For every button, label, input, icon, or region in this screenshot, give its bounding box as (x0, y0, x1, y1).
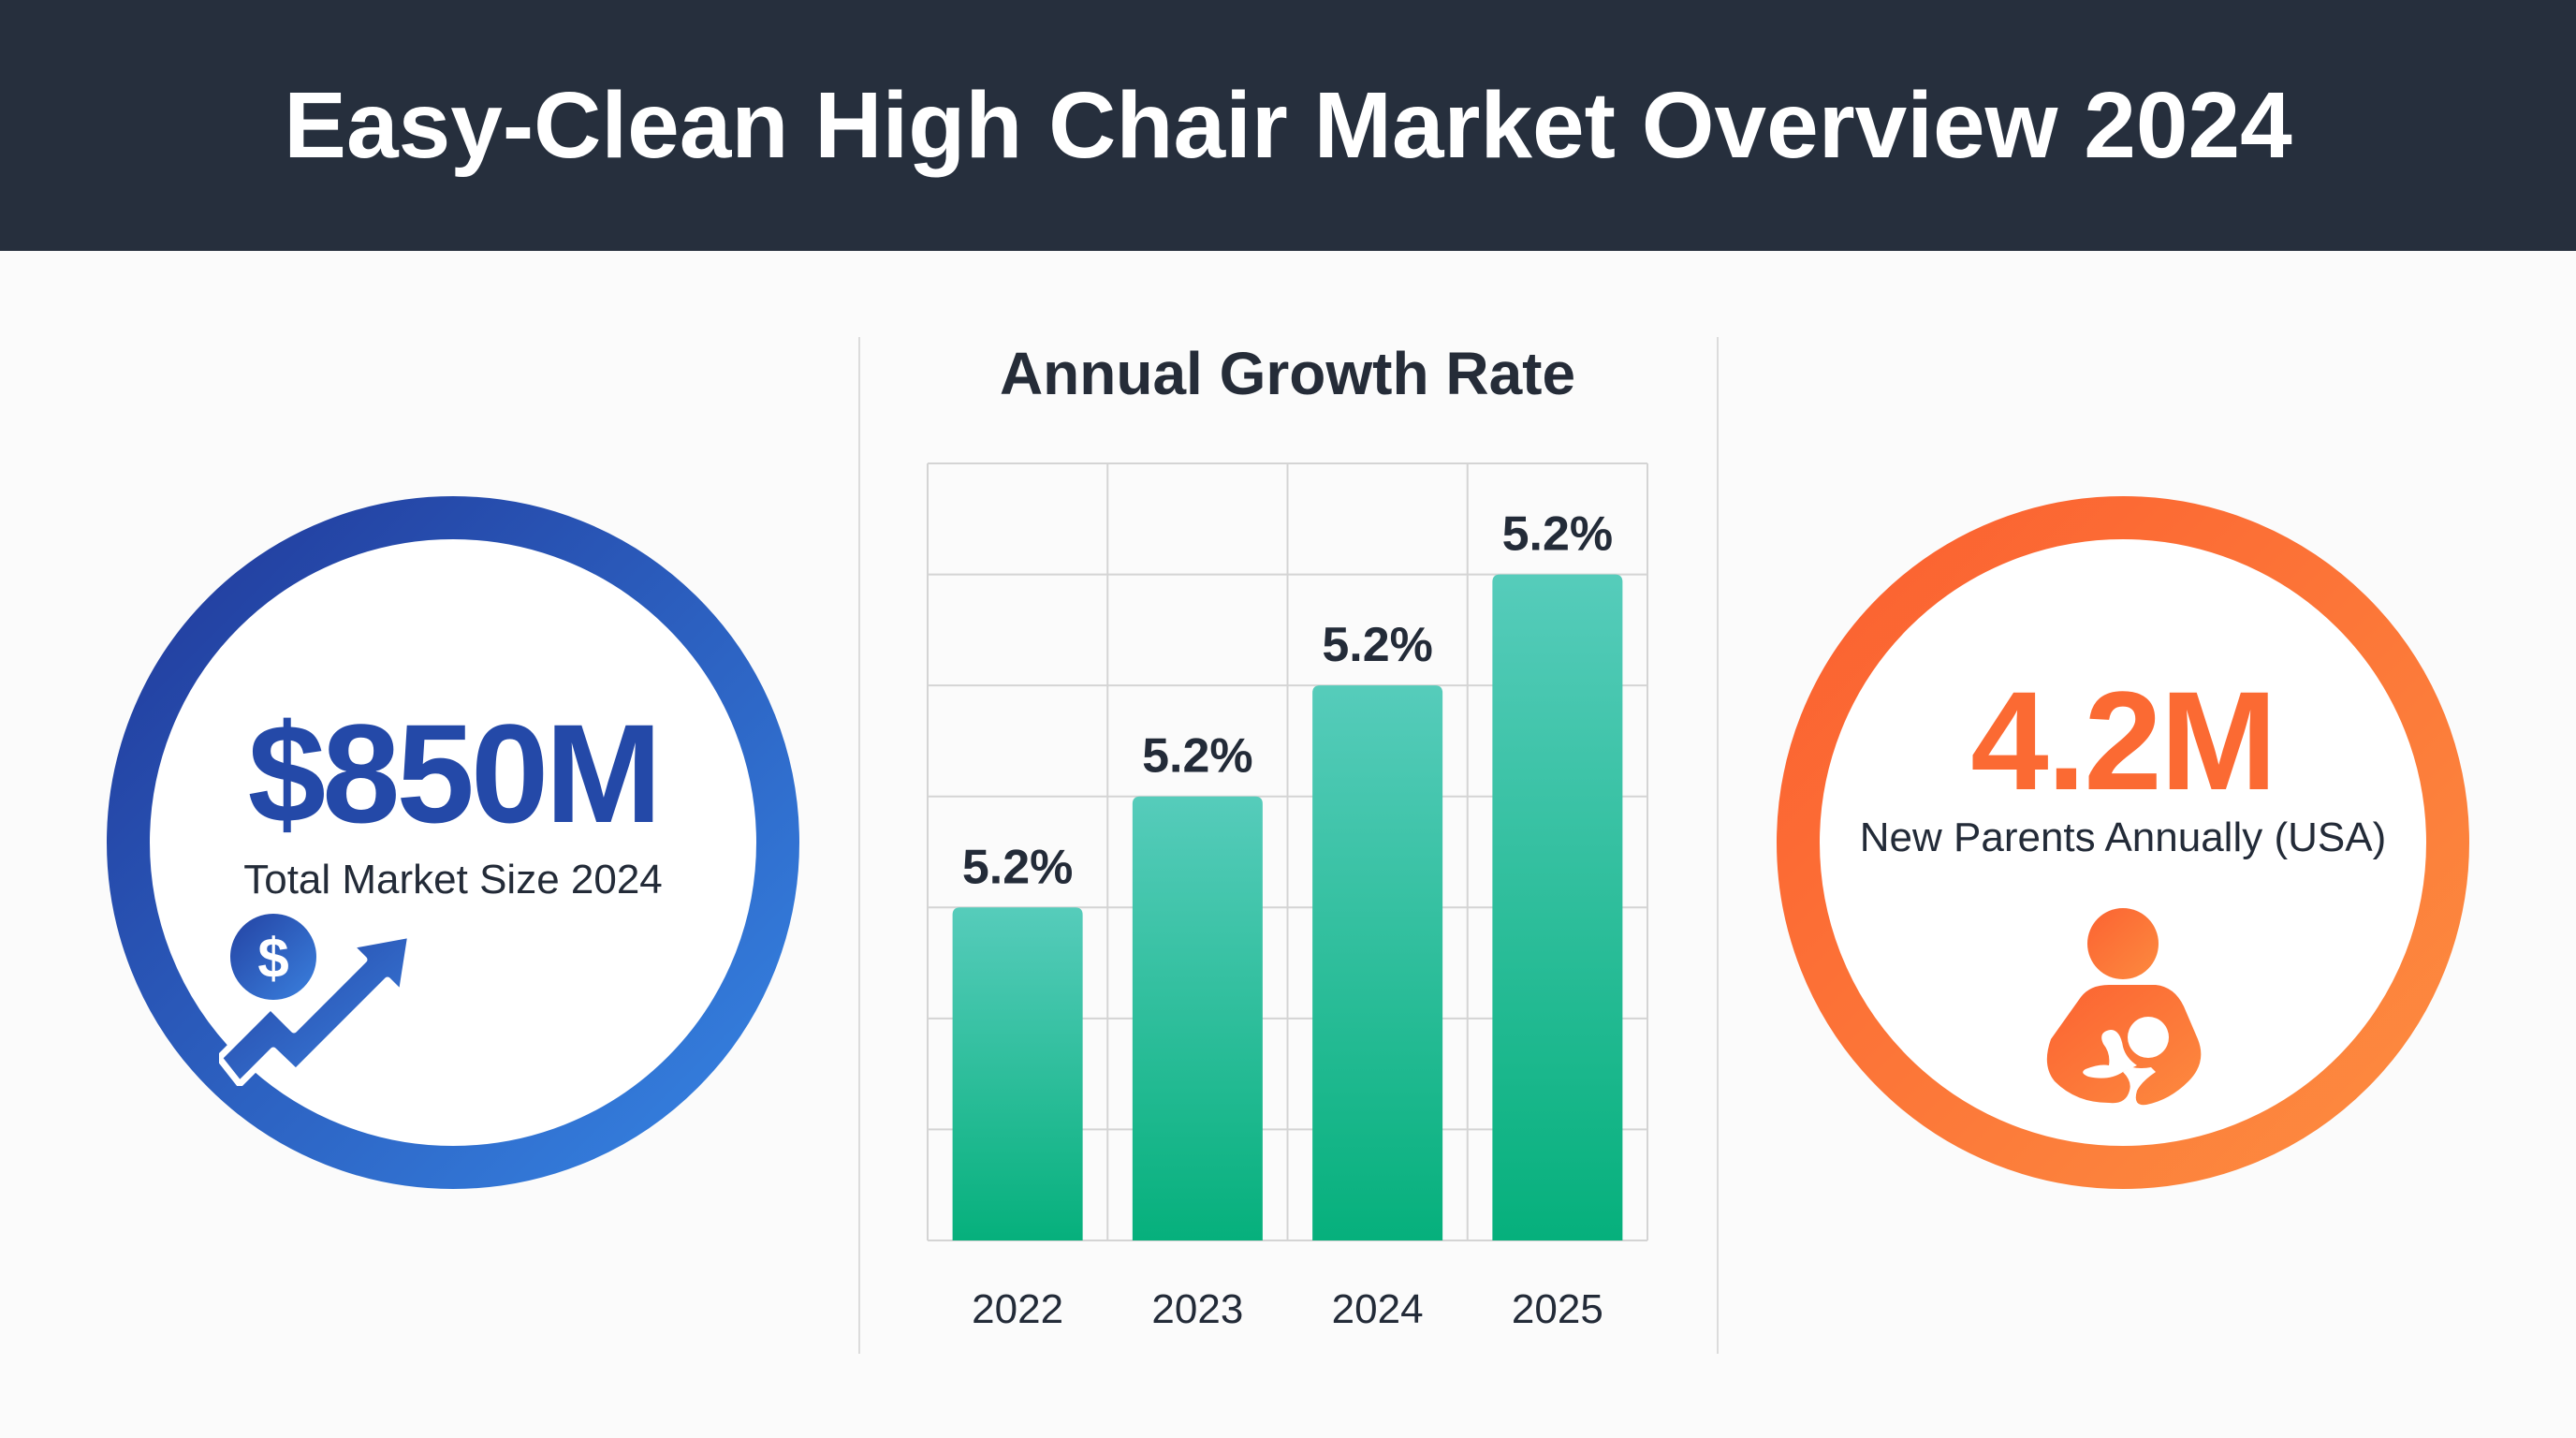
parent-holding-baby-icon (2046, 908, 2202, 1106)
x-tick-label-2023: 2023 (1151, 1286, 1243, 1332)
svg-text:$: $ (257, 927, 288, 990)
x-tick-label-2022: 2022 (972, 1286, 1063, 1332)
data-label-2023: 5.2% (1142, 729, 1253, 784)
data-label-2024: 5.2% (1322, 618, 1433, 672)
data-label-2025: 5.2% (1502, 507, 1614, 562)
market-size-caption: Total Market Size 2024 (243, 857, 663, 902)
data-label-2022: 5.2% (962, 840, 1074, 894)
new-parents-caption: New Parents Annually (USA) (1859, 814, 2387, 860)
new-parents-ring (1777, 496, 2469, 1189)
x-tick-label-2025: 2025 (1512, 1286, 1603, 1332)
new-parents-kpi: 4.2M New Parents Annually (USA) (1777, 496, 2469, 1189)
x-tick-label-2024: 2024 (1332, 1286, 1424, 1332)
chart-title: Annual Growth Rate (999, 340, 1576, 407)
bar-2025 (1492, 574, 1623, 1240)
bar-2022 (952, 907, 1083, 1240)
page-title: Easy-Clean High Chair Market Overview 20… (284, 72, 2292, 178)
divider-left (858, 337, 860, 1354)
bar-2024 (1312, 685, 1443, 1240)
market-size-ring (107, 496, 799, 1189)
header-banner: Easy-Clean High Chair Market Overview 20… (0, 0, 2576, 251)
money-growth-arrow-icon: $ (219, 914, 415, 1086)
market-size-value: $850M (247, 695, 663, 852)
new-parents-value: 4.2M (1970, 662, 2276, 819)
market-size-kpi: $850M Total Market Size 2024 $ (107, 496, 799, 1189)
divider-right (1717, 337, 1719, 1354)
bar-2023 (1132, 796, 1263, 1240)
